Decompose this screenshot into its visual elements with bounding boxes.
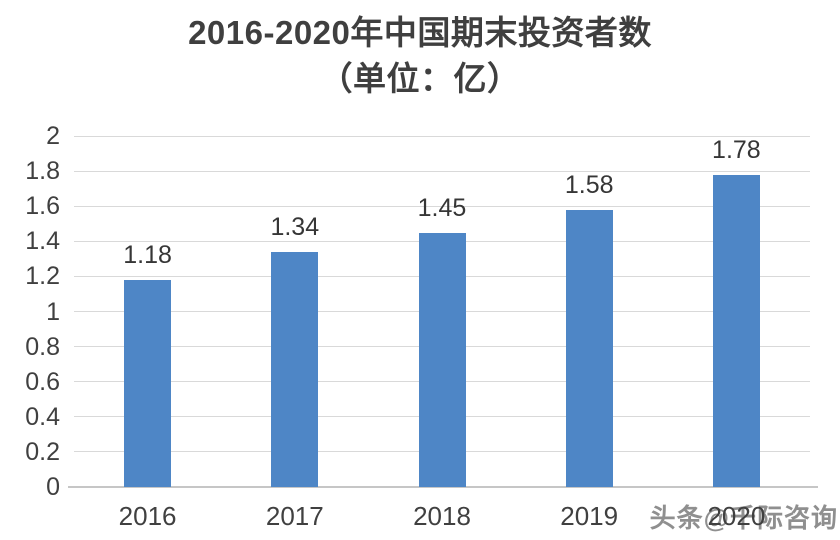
bar-2016	[124, 279, 172, 487]
y-axis-tick-label: 1	[46, 297, 60, 326]
chart-title-block: 2016-2020年中国期末投资者数 （单位：亿）	[0, 10, 840, 102]
y-axis-tick-label: 0	[46, 473, 60, 501]
data-label: 1.18	[123, 240, 172, 269]
data-label: 1.34	[270, 212, 320, 241]
chart-subtitle: （单位：亿）	[319, 60, 521, 97]
x-axis-tick-label: 2019	[560, 501, 619, 531]
gridline	[74, 170, 810, 172]
y-axis-tick-label: 0.6	[25, 367, 60, 396]
gridline	[74, 135, 810, 137]
chart-title: 2016-2020年中国期末投资者数	[188, 14, 652, 51]
x-axis-tick-label: 2016	[118, 501, 177, 531]
bar-2017	[271, 251, 319, 487]
y-axis-tick-label: 1.8	[25, 157, 60, 186]
data-label: 1.45	[417, 193, 467, 222]
y-axis-tick-label: 0.8	[25, 332, 60, 361]
bar-2019	[565, 209, 613, 487]
x-axis-tick-label: 2020	[707, 501, 766, 531]
y-axis-tick-label: 1.6	[25, 192, 60, 221]
data-label: 1.58	[564, 170, 614, 199]
y-axis-tick-label: 1.4	[25, 227, 60, 256]
gridline	[74, 205, 810, 207]
y-axis-tick-label: 0.2	[25, 437, 60, 466]
data-label: 1.78	[712, 135, 761, 164]
x-axis-tick-label: 2017	[265, 501, 324, 531]
bar-2020	[712, 174, 760, 487]
x-axis-line	[68, 486, 818, 488]
bar-2018	[418, 232, 466, 487]
x-axis-tick-label: 2018	[413, 501, 471, 531]
y-axis-tick-label: 2	[46, 122, 60, 150]
watermark: 头条@千际咨询	[649, 503, 838, 533]
y-axis-tick-label: 1.2	[25, 262, 60, 291]
y-axis-tick-label: 0.4	[25, 402, 60, 431]
